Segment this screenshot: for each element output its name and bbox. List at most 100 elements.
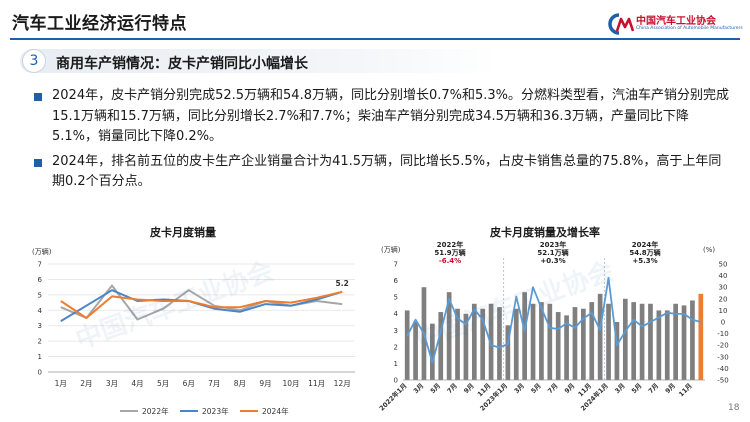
x-tick-label: 2月 (80, 379, 92, 388)
y2-tick-label: 0 (721, 319, 725, 327)
y2-axis-label: (%) (703, 246, 715, 254)
bar (463, 313, 469, 380)
section-number: 3 (22, 49, 46, 73)
x-tick-label: 8月 (234, 379, 246, 388)
year-annotation-growth: -6.4% (439, 257, 461, 265)
bar (656, 310, 662, 380)
caam-logo-icon (608, 13, 635, 35)
logo-text-en: China Association of Automobile Manufact… (636, 26, 743, 31)
slide-header: 汽车工业经济运行特点 中国汽车工业协会 China Association of… (0, 0, 750, 44)
y-axis-label: (万辆) (381, 245, 401, 254)
y2-tick-label: 50 (719, 261, 728, 269)
bar (690, 300, 695, 380)
bar (547, 303, 553, 380)
bar (648, 303, 653, 380)
bar (539, 302, 544, 380)
x-tick-label: 4月 (131, 379, 143, 388)
x-tick-label: 3月 (106, 379, 118, 388)
bar (404, 310, 410, 380)
bullet-square-icon (34, 158, 42, 167)
y-axis-label: (万辆) (32, 247, 52, 256)
bar (530, 303, 536, 380)
y-tick-label: 1 (394, 360, 398, 368)
y-tick-label: 6 (394, 277, 399, 285)
bar (446, 292, 452, 380)
y-tick-label: 5 (38, 291, 42, 299)
bar (438, 312, 444, 380)
y-tick-label: 1 (38, 353, 42, 361)
x-tick-label: 9月 (664, 382, 677, 395)
section-heading-bar (20, 49, 500, 73)
x-tick-label: 10月 (283, 379, 300, 388)
y-tick-label: 6 (38, 276, 43, 284)
year-annotation-growth: +0.3% (540, 257, 565, 265)
x-tick-label: 12月 (334, 379, 351, 388)
year-annotation-value: 54.8万辆 (629, 248, 660, 257)
bar (480, 308, 486, 380)
y-tick-label: 3 (38, 322, 42, 330)
x-tick-label: 7月 (647, 382, 660, 395)
legend-label: 2023年 (202, 406, 229, 416)
y2-tick-label: 30 (719, 284, 728, 292)
bar (505, 325, 511, 380)
x-tick-label: 3月 (513, 382, 526, 395)
year-annotation-label: 2023年 (540, 240, 566, 249)
data-label: 5.2 (336, 279, 349, 288)
page-number: 18 (728, 403, 740, 413)
bar (622, 298, 628, 380)
y2-tick-label: -40 (717, 365, 728, 373)
x-tick-label: 3月 (613, 382, 626, 395)
bar (564, 315, 569, 380)
x-tick-label: 3月 (412, 382, 425, 395)
y2-tick-label: 10 (719, 307, 728, 315)
y-tick-label: 7 (394, 261, 398, 269)
x-tick-label: 11月 (308, 379, 325, 388)
y-tick-label: 0 (38, 369, 42, 377)
bar (681, 305, 687, 380)
bullet-square-icon (34, 93, 42, 101)
y2-tick-label: 20 (719, 295, 728, 303)
y2-tick-label: -30 (717, 353, 728, 361)
x-tick-label: 7月 (208, 379, 220, 388)
x-tick-label: 5月 (529, 382, 542, 395)
header-divider (10, 38, 740, 40)
y2-tick-label: -50 (717, 377, 728, 385)
bar (639, 303, 645, 380)
x-tick-label: 2022年1月 (377, 381, 409, 413)
bar (631, 302, 637, 380)
x-tick-label: 9月 (462, 382, 475, 395)
x-tick-label: 7月 (546, 382, 559, 395)
bullet-text: 2024年，皮卡产销分别完成52.5万辆和54.8万辆，同比分别增长0.7%和5… (52, 88, 730, 144)
bar (673, 303, 678, 380)
bar (589, 302, 595, 380)
y-tick-label: 4 (38, 307, 43, 315)
x-tick-label: 9月 (563, 382, 576, 395)
x-tick-label: 5月 (157, 379, 169, 388)
year-annotation-growth: +5.3% (632, 257, 657, 265)
x-tick-label: 9月 (259, 379, 271, 388)
bar (522, 292, 527, 380)
bar (413, 322, 418, 380)
bar (488, 303, 494, 380)
year-annotation-value: 52.1万辆 (537, 248, 568, 257)
y-tick-label: 2 (394, 343, 398, 351)
year-annotation-value: 51.9万辆 (434, 248, 465, 257)
bar (430, 323, 435, 380)
bar (455, 308, 460, 380)
x-tick-label: 1月 (55, 379, 67, 388)
x-tick-label: 6月 (183, 379, 195, 388)
bar (664, 310, 670, 380)
chart-title-sales-growth: 皮卡月度销量及增长率 (490, 226, 600, 239)
x-tick-label: 7月 (445, 382, 458, 395)
bar (572, 307, 578, 380)
y-tick-label: 4 (394, 310, 399, 318)
y2-tick-label: -20 (717, 342, 728, 350)
bullet-text: 2024年，排名前五位的皮卡生产企业销量合计为41.5万辆，同比增长5.5%，占… (52, 153, 722, 190)
bar (581, 308, 586, 380)
bar-line-chart-sales-growth: (万辆) (%) 0 1 2 3 4 5 6 7 -50 -40 -30 -20 -10 0 10 20 30 40 5… (377, 240, 729, 413)
bar (698, 293, 704, 380)
year-annotation-label: 2022年 (437, 240, 463, 249)
page-title: 汽车工业经济运行特点 (12, 14, 187, 34)
bar (597, 293, 603, 380)
bullet-list: 2024年，皮卡产销分别完成52.5万辆和54.8万辆，同比分别增长0.7%和5… (34, 86, 734, 193)
